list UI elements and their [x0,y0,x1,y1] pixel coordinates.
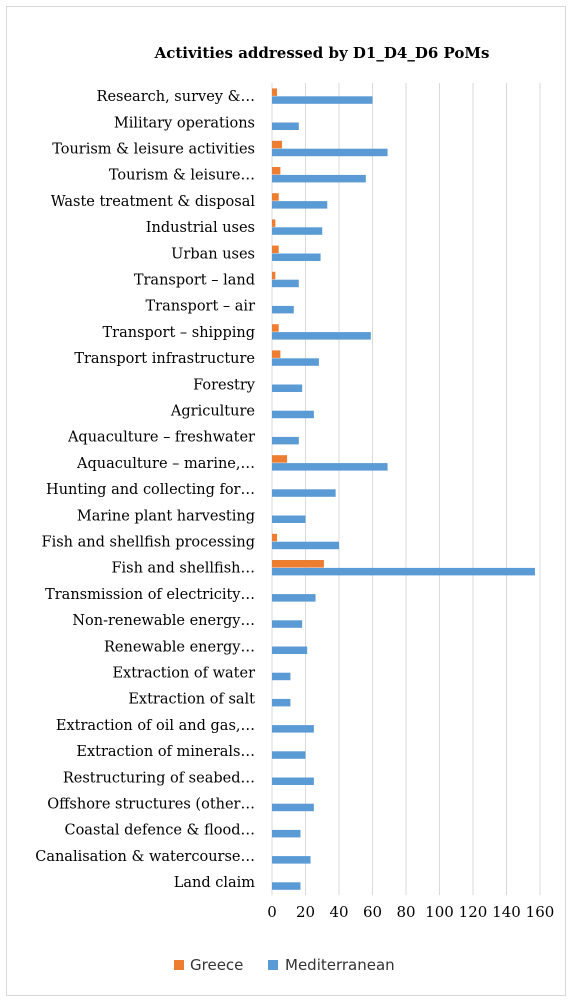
legend-swatch-mediterranean [268,960,278,970]
bar-mediterranean [272,174,366,183]
category-label: Aquaculture – freshwater [67,430,255,446]
bar-greece [272,350,281,358]
category-label: Extraction of water [112,666,255,682]
x-tick-label: 160 [526,903,555,921]
bar-greece [272,167,281,175]
bar-mediterranean [272,567,535,576]
legend: Greece Mediterranean [174,956,395,974]
x-tick-label: 140 [492,903,521,921]
bar-mediterranean [272,489,336,497]
category-label: Waste treatment & disposal [51,194,256,210]
category-label: Marine plant harvesting [77,508,255,524]
bar-mediterranean [272,620,303,628]
category-label: Fish and shellfish… [111,561,255,577]
bar-mediterranean [272,463,388,471]
category-label: Transport – shipping [102,325,255,341]
bar-greece [272,533,278,542]
bar-mediterranean [272,777,314,785]
bar-mediterranean [272,384,303,392]
bar-mediterranean [272,541,339,550]
bar-greece [272,88,278,96]
category-label: Research, survey &… [97,89,255,105]
category-label: Non-renewable energy… [72,613,255,629]
x-axis-tick-labels: 0 20 40 60 80 100 120 140 160 [267,903,554,921]
category-label: Fish and shellfish processing [42,535,255,551]
x-tick-label: 60 [363,903,382,921]
category-label: Coastal defence & flood… [64,823,255,839]
bar-mediterranean [272,515,306,523]
category-label: Transmission of electricity… [45,587,255,603]
category-label: Tourism & leisure activities [52,142,255,158]
x-tick-label: 40 [329,903,348,921]
bar-mediterranean [272,882,301,890]
bar-mediterranean [272,646,308,654]
bar-mediterranean [272,227,323,235]
bar-mediterranean [272,358,319,366]
x-tick-label: 100 [425,903,454,921]
bar-mediterranean [272,594,316,602]
bar-greece [272,219,276,227]
category-label: Extraction of minerals… [76,744,255,760]
category-label: Transport – air [146,299,256,315]
bar-mediterranean [272,803,314,812]
category-label: Hunting and collecting for… [46,482,255,498]
bar-greece [272,193,279,201]
category-label: Restructuring of seabed… [63,770,255,786]
bar-mediterranean [272,332,371,340]
bar-greece [272,455,288,463]
category-label: Land claim [174,875,256,891]
category-label: Military operations [114,115,255,131]
x-tick-label: 120 [459,903,488,921]
gridlines [271,83,541,896]
chart-title: Activities addressed by D1_D4_D6 PoMs [154,44,490,62]
bar-greece [272,324,279,332]
category-label: Agriculture [170,404,255,420]
category-labels: Research, survey &… Military operations To… [35,89,256,891]
bar-mediterranean [272,751,306,759]
bar-mediterranean [272,698,291,707]
bar-greece [272,140,283,149]
bar-mediterranean [272,122,299,130]
x-tick-label: 80 [396,903,415,921]
category-label: Forestry [193,377,256,393]
category-label: Transport infrastructure [74,351,255,367]
category-label: Aquaculture – marine,… [76,456,255,472]
bar-mediterranean [272,253,321,261]
category-label: Industrial uses [146,220,255,236]
bar-mediterranean [272,436,299,445]
x-tick-label: 20 [296,903,315,921]
bar-greece [272,271,276,280]
bar-mediterranean [272,305,294,314]
category-label: Extraction of salt [128,692,255,708]
bar-mediterranean [272,148,388,157]
category-label: Transport – land [134,273,255,289]
bar-mediterranean [272,672,291,681]
x-tick-label: 0 [267,903,277,921]
category-label: Tourism & leisure… [109,168,255,184]
bar-mediterranean [272,725,314,733]
category-label: Urban uses [171,246,255,262]
bar-mediterranean [272,856,311,864]
legend-label-mediterranean: Mediterranean [285,956,395,974]
legend-label-greece: Greece [190,956,243,974]
bar-greece [272,245,279,254]
bar-mediterranean [272,96,373,104]
bar-mediterranean [272,410,314,419]
bar-mediterranean [272,829,301,838]
legend-swatch-greece [174,960,184,970]
bar-mediterranean [272,201,328,209]
category-label: Renewable energy… [104,639,255,655]
bar-greece [272,560,324,568]
bars [272,88,535,890]
category-label: Offshore structures (other… [47,797,255,813]
bar-mediterranean [272,279,299,288]
category-label: Extraction of oil and gas,… [56,718,255,734]
category-label: Canalisation & watercourse… [35,849,255,865]
